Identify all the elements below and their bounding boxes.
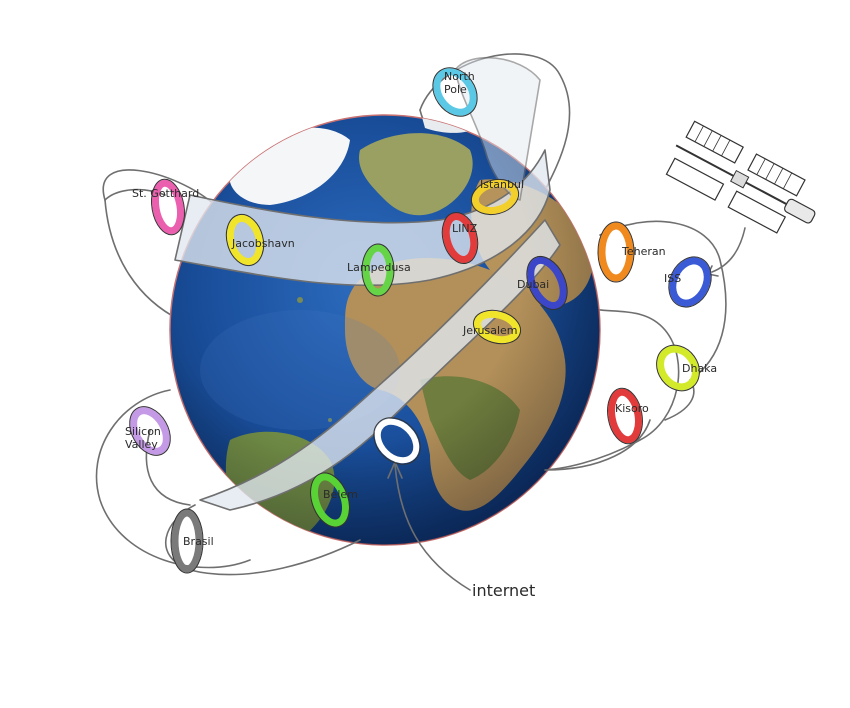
ring-istanbul-outline [470,178,520,216]
ring-belem-label: Belem [323,488,358,501]
ring-internet-shape [374,418,420,464]
ring-north-pole-outline [432,67,478,117]
ring-lampedusa-shape [362,244,394,296]
ring-brasil-label: Brasil [183,535,214,548]
ring-istanbul-label: Istanbul [480,178,524,191]
ring-belem-outline [310,472,350,528]
ring-iss-outline [668,256,712,308]
ring-jacobshavn-label: Jacobshavn [231,237,295,250]
satellite-arrow [711,227,746,273]
ring-brasil-outline [170,508,204,574]
ring-dhaka-shape [657,345,699,391]
ring-dhaka-outline [656,344,700,392]
ring-dubai-shape [527,256,567,310]
ring-kisoro: Kisoro [607,387,649,445]
ring-dubai-label: Dubai [517,278,549,291]
ring-kisoro-outline [607,387,643,445]
ring-north-pole-shape [433,68,477,116]
ring-iss: ISS [664,256,712,308]
ring-linz-shape [442,212,478,264]
rings: North Pole Istanbul St. Gotthard Jacobshavn L… [125,67,717,574]
ring-internet-outline [373,417,421,465]
ring-istanbul-shape [471,179,519,215]
ring-silicon-valley: Silicon Valley [125,406,171,456]
ring-silicon-valley-shape [130,407,170,455]
ring-teheran-outline [597,221,635,283]
ring-silicon-valley-outline [129,406,171,456]
tube-diagonal [199,219,561,511]
ring-teheran: Teheran [597,221,666,283]
ring-brasil-shape [171,509,203,573]
ring-dhaka-label: Dhaka [682,362,717,375]
ring-linz-outline [441,212,479,264]
ring-jacobshavn-shape [226,214,264,266]
ring-belem-shape [310,473,350,527]
ring-silicon-valley-label: Silicon Valley [125,425,161,451]
ring-lampedusa: Lampedusa [347,243,411,297]
ring-istanbul: Istanbul [470,178,524,216]
ring-jerusalem-label: Jerusalem [462,324,518,337]
ring-iss-shape [669,257,711,307]
ring-kisoro-label: Kisoro [615,402,649,415]
ring-st-gotthard-shape [151,179,185,235]
ring-jacobshavn-outline [225,213,265,267]
ring-belem: Belem [310,472,358,528]
ring-jerusalem: Jerusalem [462,309,522,345]
ring-iss-label: ISS [664,272,681,285]
ring-linz-label: LINZ [452,222,478,235]
ring-st-gotthard-outline [151,178,185,236]
ring-dubai-outline [526,256,568,310]
ring-dubai: Dubai [517,256,568,310]
ring-st-gotthard: St. Gotthard [132,178,199,236]
space-station-icon [665,120,816,234]
ring-jerusalem-shape [473,310,521,344]
ring-teheran-shape [598,222,634,282]
ring-kisoro-shape [608,388,642,444]
ring-linz: LINZ [441,212,479,264]
ring-dhaka: Dhaka [656,344,717,392]
ring-lampedusa-outline [361,243,395,297]
internet-label: internet [472,581,535,600]
ring-jacobshavn: Jacobshavn [225,213,295,267]
ring-north-pole: North Pole [432,67,478,117]
ring-st-gotthard-label: St. Gotthard [132,187,199,200]
ring-internet [373,417,421,465]
ring-teheran-label: Teheran [621,245,666,258]
ring-north-pole-label: North Pole [444,70,475,96]
ring-jerusalem-outline [472,309,522,345]
ring-lampedusa-label: Lampedusa [347,261,411,274]
internet-callout: internet [387,461,535,600]
ring-brasil: Brasil [170,508,214,574]
